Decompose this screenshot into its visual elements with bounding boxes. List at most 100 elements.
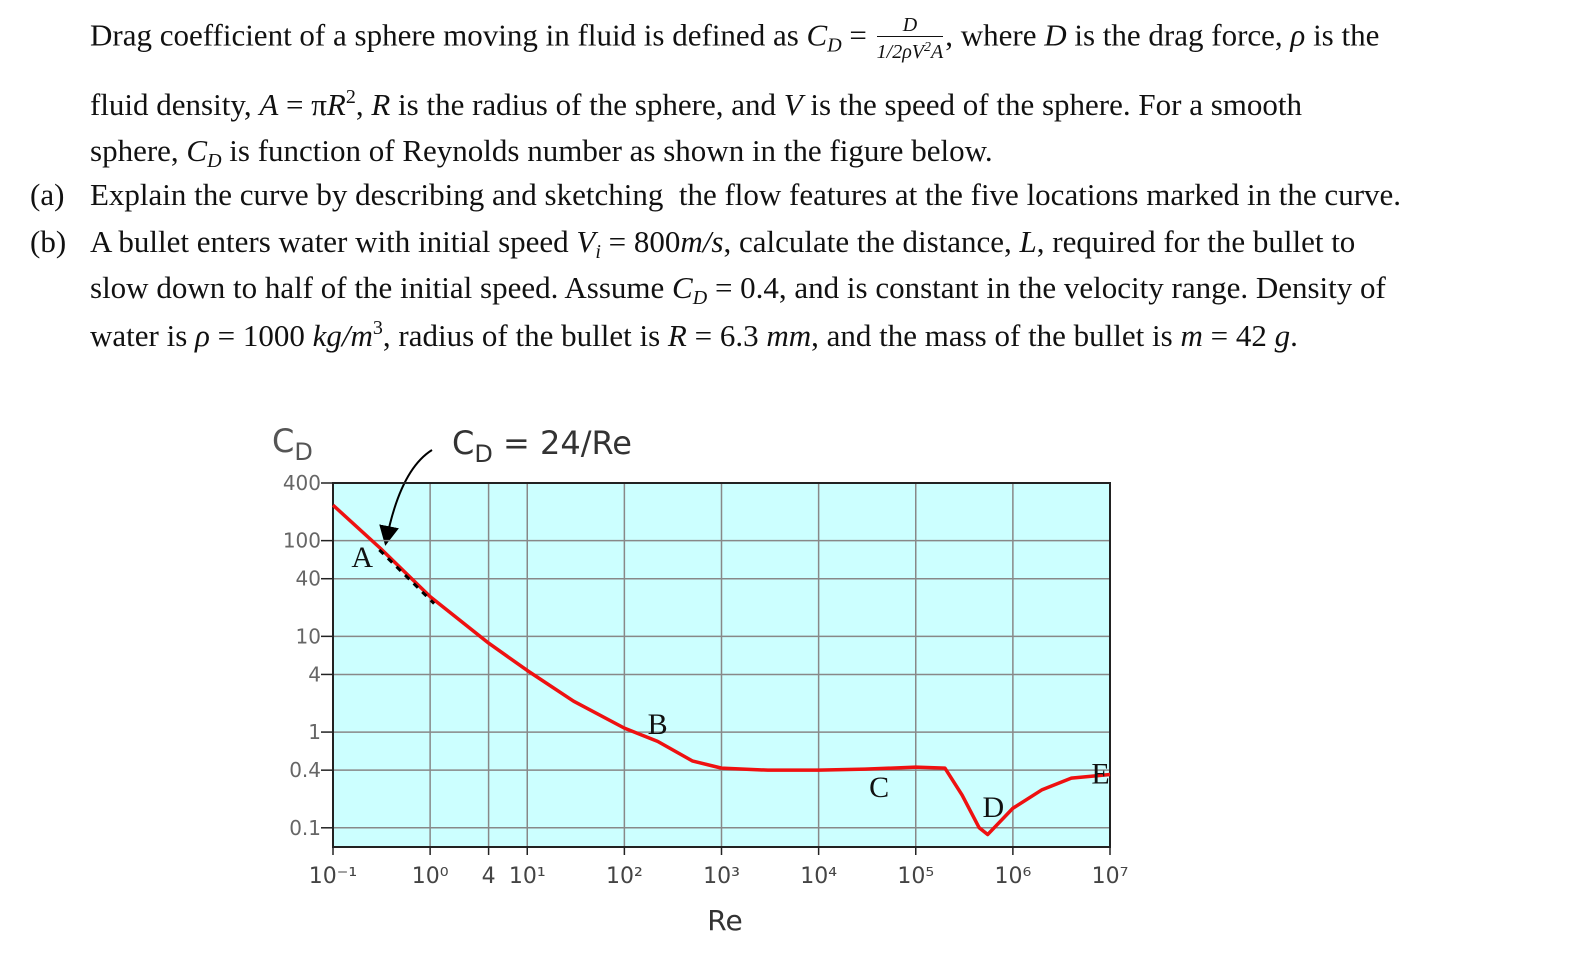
text: = 6.3	[686, 318, 767, 353]
x-tick-label: 10⁶	[994, 864, 1031, 889]
text: D	[692, 287, 708, 309]
text: C	[272, 422, 294, 460]
y-tick-label: 40	[296, 567, 321, 591]
annotation: CD = 24/Re	[452, 424, 632, 468]
y-tick-label: 0.4	[289, 758, 321, 782]
text: D	[1044, 17, 1067, 53]
x-tick-label: 10⁰	[412, 864, 449, 889]
text: 3	[372, 317, 383, 339]
text: C	[672, 270, 693, 305]
text: water is	[90, 318, 196, 353]
x-tick-label: 4	[482, 864, 496, 889]
item-label: (b)	[30, 224, 67, 259]
y-tick-label: 100	[283, 529, 321, 553]
text-line: A bullet enters water with initial speed…	[90, 224, 1355, 264]
text: C	[186, 133, 208, 168]
plot-frame	[332, 482, 1111, 848]
text: g	[1274, 318, 1291, 353]
text: D	[876, 14, 944, 37]
text: = 0.4, and is constant in the velocity r…	[707, 270, 1386, 305]
y-tick-label: 0.1	[289, 816, 321, 840]
text: , required for the bullet to	[1036, 224, 1356, 259]
text: 1	[876, 41, 887, 63]
x-tick-label: 10⁻¹	[309, 864, 357, 889]
text: A	[931, 41, 944, 63]
text: m/s	[680, 224, 724, 259]
text: ρ	[195, 318, 210, 353]
text-line: Drag coefficient of a sphere moving in f…	[90, 14, 1379, 63]
text: R	[326, 87, 346, 122]
data-line	[331, 503, 1111, 837]
text: sphere,	[90, 133, 187, 168]
half: 1/2	[876, 41, 903, 63]
text: ρ	[1290, 17, 1306, 53]
text: = 800	[600, 224, 681, 259]
point-label: E	[1091, 758, 1109, 791]
text: ,	[355, 87, 372, 122]
text: C	[452, 424, 474, 462]
text: ρV	[902, 41, 925, 63]
x-tick-label: 10²	[606, 864, 643, 889]
text: = 1000	[209, 318, 313, 353]
text: V	[783, 87, 803, 122]
y-tick-label: 10	[296, 624, 321, 648]
text: is function of Reynolds number as shown …	[221, 133, 993, 168]
y-axis-title: CD	[272, 422, 313, 466]
text-line: slow down to half of the initial speed. …	[90, 270, 1386, 310]
y-tick-label: 4	[308, 662, 321, 686]
x-tick-label: 10⁴	[800, 864, 837, 889]
text: L	[1019, 224, 1037, 259]
x-tick-label: 10¹	[509, 864, 546, 889]
text: =	[841, 17, 875, 53]
point-label: C	[869, 771, 889, 804]
x-tick-label: 10⁵	[897, 864, 934, 889]
text: 2	[892, 41, 903, 63]
x-tick-label: 10³	[703, 864, 740, 889]
x-tick-label: 10⁷	[1092, 864, 1129, 889]
text: = 24/Re	[493, 424, 632, 462]
text: = 42	[1202, 318, 1275, 353]
text: , where	[945, 17, 1045, 53]
text: R	[371, 87, 391, 122]
data-line	[378, 548, 436, 605]
text-line: water is ρ = 1000 kg/m3, radius of the b…	[90, 317, 1298, 354]
text: C	[806, 17, 828, 53]
text: D	[474, 440, 492, 468]
point-label: A	[351, 541, 373, 574]
text-line: Explain the curve by describing and sket…	[90, 177, 1402, 212]
y-tick-label: 400	[283, 471, 321, 495]
text: D	[207, 150, 222, 172]
text: R	[667, 318, 687, 353]
text: i	[595, 241, 601, 263]
point-label: D	[983, 791, 1005, 824]
text: 2	[345, 86, 356, 108]
text: = π	[278, 87, 327, 122]
text: D	[294, 438, 312, 466]
text: Drag coefficient of a sphere moving in f…	[90, 17, 807, 53]
text: D	[827, 34, 842, 57]
text-line: sphere, CD is function of Reynolds numbe…	[90, 133, 993, 173]
fraction: D 1/2ρV2A	[876, 14, 944, 63]
text: fluid density,	[90, 87, 260, 122]
y-tick-label: 1	[308, 720, 321, 744]
text-line: fluid density, A = πR2, R is the radius …	[90, 86, 1302, 123]
text: is the	[1305, 17, 1380, 53]
text: slow down to half of the initial speed. …	[90, 270, 673, 305]
point-label: B	[648, 708, 668, 741]
text: , and the mass of the bullet is	[811, 318, 1181, 353]
x-axis-title: Re	[707, 904, 742, 937]
text: m	[1180, 318, 1203, 353]
text: is the drag force,	[1066, 17, 1291, 53]
text: mm	[766, 318, 812, 353]
text: is the speed of the sphere. For a smooth	[802, 87, 1303, 122]
text: kg/m	[312, 318, 373, 353]
text: , calculate the distance,	[723, 224, 1020, 259]
text: is the radius of the sphere, and	[390, 87, 784, 122]
text: , radius of the bullet is	[382, 318, 668, 353]
text: A	[259, 87, 279, 122]
text: .	[1290, 318, 1298, 353]
text: 2	[924, 40, 932, 55]
text: V	[576, 224, 596, 259]
